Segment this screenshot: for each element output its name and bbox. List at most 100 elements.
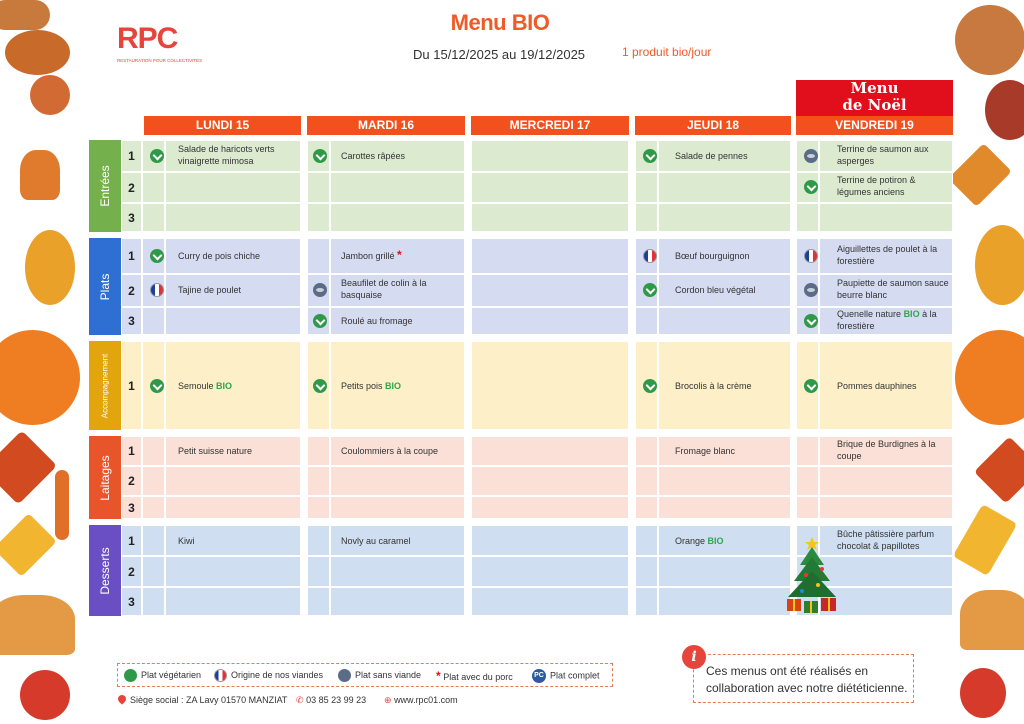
dish-name: Orange <box>675 536 706 546</box>
menu-cell <box>330 238 465 274</box>
menu-cell <box>121 203 142 232</box>
menu-cell <box>307 525 330 556</box>
menu-cell <box>307 556 330 587</box>
vegetarian-icon <box>150 249 164 263</box>
dish-name: Semoule <box>178 381 214 391</box>
menu-cell <box>142 307 165 335</box>
menu-cell <box>165 525 301 556</box>
menu-cell <box>121 525 142 556</box>
dish-monday-laitage-1: Petit suisse nature <box>178 446 253 456</box>
dish-monday-accomp-1: Semoule BIO <box>178 380 232 392</box>
menu-cell <box>471 496 629 519</box>
section-label: Accompagnement <box>100 353 110 418</box>
menu-cell <box>330 274 465 307</box>
menu-cell <box>635 496 658 519</box>
menu-cell <box>121 496 142 519</box>
dish-tuesday-plat-3: Roulé au fromage <box>341 316 413 326</box>
vegetarian-icon <box>643 283 657 297</box>
menu-cell <box>165 172 301 203</box>
bio-tag: BIO <box>216 381 233 391</box>
menu-cell <box>330 525 465 556</box>
menu-cell <box>635 436 658 466</box>
menu-cell <box>330 341 465 430</box>
french-flag-icon <box>150 283 164 297</box>
menu-cell <box>796 203 819 232</box>
menu-cell <box>819 341 953 430</box>
menu-cell <box>330 307 465 335</box>
vegetarian-icon <box>313 149 327 163</box>
menu-cell <box>142 556 165 587</box>
row-number: 2 <box>128 181 135 195</box>
dish-tuesday-plat-1: Jambon grillé * <box>341 249 402 262</box>
section-entrees: Entrées <box>89 140 121 232</box>
footer-phone: ✆ 03 85 23 99 23 <box>296 695 366 706</box>
logo-subtitle: RESTAURATION POUR COLLECTIVITÉS <box>117 58 203 63</box>
logo-text: RPC <box>117 22 178 55</box>
menu-cell <box>121 341 142 430</box>
menu-cell <box>471 525 629 556</box>
section-desserts: Desserts <box>89 525 121 616</box>
row-number: 1 <box>128 534 135 548</box>
menu-cell <box>819 436 953 466</box>
section-plats: Plats <box>89 238 121 335</box>
menu-cell <box>307 436 330 466</box>
row-number: 1 <box>128 379 135 393</box>
menu-cell <box>819 587 953 616</box>
menu-cell <box>819 172 953 203</box>
menu-cell <box>471 556 629 587</box>
menu-cell <box>658 140 791 172</box>
legend-veg: Plat végétarien <box>124 669 201 682</box>
menu-cell <box>165 556 301 587</box>
row-number: 3 <box>128 314 135 328</box>
row-number: 1 <box>128 444 135 458</box>
section-label: Laitages <box>98 454 112 501</box>
dish-tuesday-entree-1: Carottes râpées <box>341 151 406 161</box>
menu-cell <box>121 587 142 616</box>
dish-friday-plat-1: Aiguillettes de poulet à la forestière <box>837 244 938 266</box>
dietitian-note: i Ces menus ont été réalisés en collabor… <box>682 645 914 703</box>
day-header-tuesday: MARDI 16 <box>307 116 465 135</box>
menu-cell <box>121 466 142 496</box>
menu-cell <box>307 203 330 232</box>
menu-cell <box>121 140 142 172</box>
rpc-logo: RPC RESTAURATION POUR COLLECTIVITÉS <box>117 22 202 66</box>
menu-cell <box>796 466 819 496</box>
vegetarian-icon <box>150 149 164 163</box>
dish-friday-plat-3: Quenelle nature BIO à la forestière <box>837 308 953 332</box>
menu-cell <box>819 307 953 335</box>
menu-cell <box>658 307 791 335</box>
christmas-banner-line2: de Noël <box>842 96 907 114</box>
french-flag-icon <box>804 249 818 263</box>
dish-friday-entree-2: Terrine de potiron & légumes anciens <box>837 175 916 197</box>
page-title: Menu BIO <box>450 10 550 35</box>
row-number: 3 <box>128 595 135 609</box>
menu-cell <box>307 238 330 274</box>
menu-cell <box>165 140 301 172</box>
menu-cell <box>658 466 791 496</box>
menu-cell <box>471 466 629 496</box>
legend-origin: Origine de nos viandes <box>214 669 323 682</box>
menu-cell <box>330 436 465 466</box>
menu-cell <box>658 436 791 466</box>
web-text[interactable]: www.rpc01.com <box>394 695 458 705</box>
menu-cell <box>471 238 629 274</box>
footer-web[interactable]: ⊕ www.rpc01.com <box>384 695 458 706</box>
row-number: 3 <box>128 211 135 225</box>
dish-friday-dessert-1: Bûche pâtissière parfum chocolat & papil… <box>837 529 935 551</box>
menu-cell <box>471 203 629 232</box>
menu-cell <box>635 556 658 587</box>
menu-cell <box>658 172 791 203</box>
section-label: Desserts <box>98 546 112 595</box>
menu-cell <box>658 587 791 616</box>
menu-cell <box>330 172 465 203</box>
dish-name: Jambon grillé <box>341 251 395 261</box>
menu-cell <box>658 238 791 274</box>
menu-cell <box>121 238 142 274</box>
location-icon <box>116 693 128 705</box>
dish-name-suffix: à la forestière <box>837 309 937 331</box>
menu-cell <box>307 466 330 496</box>
phone-text: 03 85 23 99 23 <box>306 695 367 705</box>
menu-cell <box>121 436 142 466</box>
menu-cell <box>819 496 953 519</box>
legend-label: Origine de nos viandes <box>231 669 324 680</box>
